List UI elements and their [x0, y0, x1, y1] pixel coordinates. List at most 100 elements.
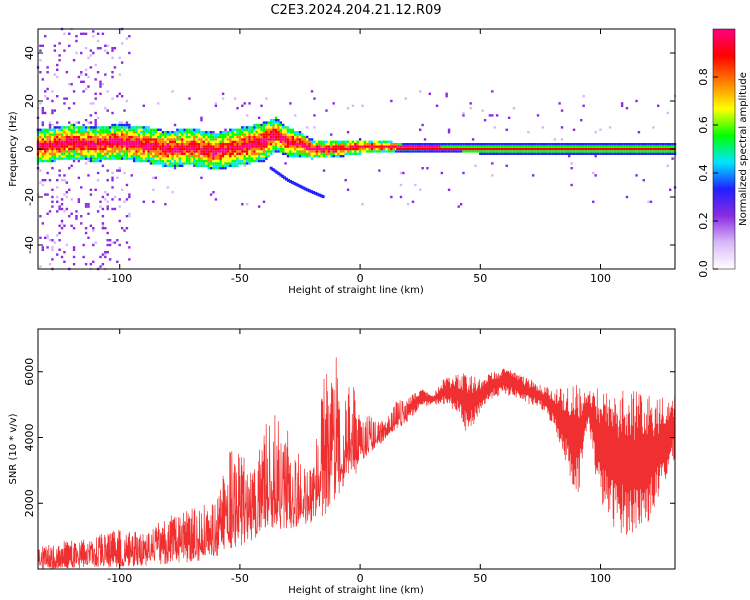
heatmap-cell: [481, 150, 484, 153]
heatmap-cell: [274, 128, 278, 131]
heatmap-cell: [423, 138, 427, 141]
heatmap-cell: [48, 133, 52, 136]
heatmap-cell: [65, 128, 69, 131]
heatmap-cell: [164, 147, 167, 151]
heatmap-cell: [75, 152, 78, 155]
heatmap-cell: [202, 157, 206, 160]
heatmap-cell: [363, 150, 367, 153]
heatmap-cell: [209, 157, 213, 160]
heatmap-cell: [123, 145, 126, 148]
heatmap-cell: [570, 152, 573, 155]
heatmap-cell: [195, 147, 198, 151]
heatmap-cell: [390, 150, 393, 153]
heatmap-cell: [171, 150, 174, 153]
heatmap-cell: [200, 140, 203, 143]
heatmap-cell: [48, 131, 52, 134]
heatmap-cell: [152, 145, 155, 148]
heatmap-cell: [92, 51, 95, 55]
heatmap-cell: [298, 143, 302, 146]
heatmap-cell: [296, 133, 299, 136]
heatmap-cell: [303, 143, 307, 146]
heatmap-cell: [39, 131, 42, 134]
heatmap-cell: [41, 140, 45, 143]
heatmap-cell: [111, 145, 114, 148]
heatmap-cell: [120, 121, 124, 124]
heatmap-cell: [173, 159, 177, 163]
heatmap-cell: [279, 140, 282, 143]
heatmap-cell: [104, 147, 107, 151]
heatmap-cell: [570, 183, 573, 187]
heatmap-cell: [262, 128, 266, 131]
heatmap-cell: [87, 152, 90, 155]
heatmap-cell: [116, 239, 119, 242]
heatmap-cell: [197, 128, 201, 131]
heatmap-cell: [111, 123, 114, 127]
heatmap-cell: [149, 143, 153, 146]
heatmap-cell: [226, 147, 230, 151]
heatmap-cell: [245, 147, 249, 151]
heatmap-cell: [72, 133, 76, 136]
heatmap-cell: [272, 126, 275, 129]
heatmap-cell: [647, 143, 650, 146]
heatmap-cell: [176, 131, 179, 134]
heatmap-cell: [260, 104, 263, 107]
heatmap-cell: [58, 133, 61, 136]
heatmap-cell: [288, 179, 292, 183]
heatmap-cell: [238, 143, 242, 146]
heatmap-cell: [178, 145, 182, 148]
heatmap-cell: [394, 147, 398, 151]
heatmap-cell: [346, 188, 350, 191]
heatmap-cell: [529, 143, 532, 146]
snr-frame: [37, 328, 676, 570]
heatmap-cell: [140, 159, 143, 163]
heatmap-cell: [41, 111, 45, 115]
heatmap-cell: [149, 128, 153, 131]
heatmap-cell: [397, 143, 400, 146]
heatmap-cell: [68, 128, 71, 131]
heatmap-cell: [296, 138, 299, 141]
heatmap-cell: [72, 248, 76, 251]
heatmap-cell: [311, 190, 315, 194]
heatmap-cell: [209, 193, 213, 196]
heatmap-cell: [243, 138, 246, 141]
heatmap-cell: [128, 123, 131, 127]
heatmap-cell: [279, 123, 282, 127]
heatmap-cell: [236, 155, 239, 158]
heatmap-cell: [205, 145, 208, 148]
heatmap-cell: [70, 123, 73, 127]
heatmap-cell: [118, 150, 121, 153]
snr-ylabel: SNR (10 * v/v): [8, 413, 19, 484]
heatmap-cell: [623, 143, 626, 146]
heatmap-cell: [116, 95, 119, 98]
heatmap-cell: [144, 147, 148, 151]
y-tick-label: 4000: [23, 423, 36, 451]
heatmap-cell: [125, 37, 129, 40]
heatmap-cell: [640, 152, 643, 155]
heatmap-cell: [399, 171, 403, 175]
heatmap-cell: [281, 145, 285, 148]
heatmap-cell: [577, 145, 581, 148]
heatmap-cell: [217, 157, 220, 160]
heatmap-cell: [519, 145, 523, 148]
heatmap-cell: [118, 205, 121, 208]
heatmap-cell: [142, 140, 145, 143]
heatmap-cell: [39, 138, 42, 141]
heatmap-cell: [176, 128, 179, 131]
heatmap-cell: [563, 150, 566, 153]
heatmap-cell: [80, 128, 83, 131]
heatmap-cell: [84, 162, 88, 165]
heatmap-cell: [255, 155, 258, 158]
heatmap-cell: [108, 126, 112, 129]
heatmap-cell: [80, 135, 83, 139]
heatmap-cell: [294, 133, 297, 136]
heatmap-cell: [212, 159, 215, 163]
heatmap-cell: [284, 143, 287, 146]
heatmap-cell: [140, 155, 143, 158]
heatmap-cell: [560, 126, 564, 129]
heatmap-cell: [238, 145, 242, 148]
heatmap-cell: [390, 140, 393, 143]
heatmap-cell: [361, 104, 364, 107]
heatmap-cell: [260, 157, 263, 160]
heatmap-cell: [209, 147, 213, 151]
heatmap-cell: [572, 145, 576, 148]
